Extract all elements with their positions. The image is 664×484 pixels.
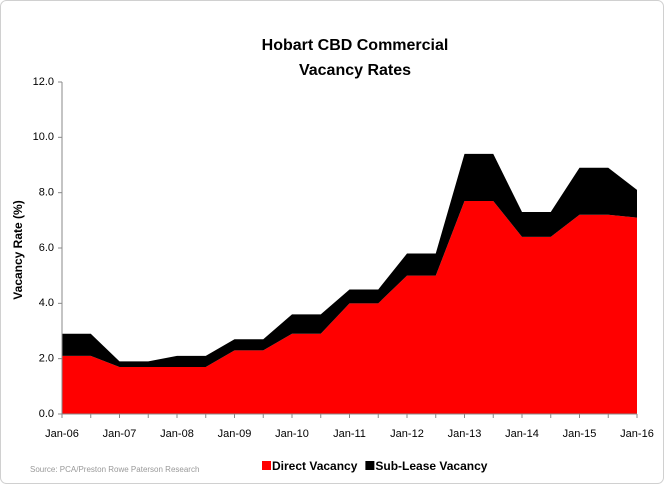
y-tick-label: 8.0 — [39, 187, 54, 199]
legend-swatch — [365, 461, 375, 470]
y-tick-label: 12.0 — [33, 76, 54, 88]
y-tick-label: 2.0 — [39, 353, 54, 365]
legend-label: Sub-Lease Vacancy — [375, 459, 487, 473]
x-tick-label: Jan-11 — [333, 428, 366, 440]
source-note: Source: PCA/Preston Rowe Paterson Resear… — [30, 465, 199, 474]
area — [62, 200, 637, 414]
chart-title: Hobart CBD Commercial — [262, 37, 449, 54]
y-axis-label: Vacancy Rate (%) — [11, 200, 25, 299]
x-tick-label: Jan-10 — [275, 428, 309, 440]
legend-label: Direct Vacancy — [272, 459, 358, 473]
y-tick-label: 10.0 — [33, 131, 54, 143]
x-tick-label: Jan-16 — [620, 428, 654, 440]
area — [62, 153, 637, 367]
x-tick-label: Jan-12 — [390, 428, 424, 440]
y-tick-label: 4.0 — [39, 297, 54, 309]
x-tick-label: Jan-09 — [218, 428, 252, 440]
x-tick-label: Jan-07 — [103, 428, 137, 440]
y-tick-label: 6.0 — [39, 242, 54, 254]
x-tick-label: Jan-06 — [45, 428, 79, 440]
legend-swatch — [262, 461, 271, 470]
chart-subtitle: Vacancy Rates — [299, 62, 411, 79]
x-tick-label: Jan-15 — [563, 428, 597, 440]
x-tick-label: Jan-08 — [160, 428, 194, 440]
x-tick-label: Jan-14 — [505, 428, 539, 440]
y-tick-label: 0.0 — [39, 408, 54, 420]
x-tick-label: Jan-13 — [448, 428, 482, 440]
